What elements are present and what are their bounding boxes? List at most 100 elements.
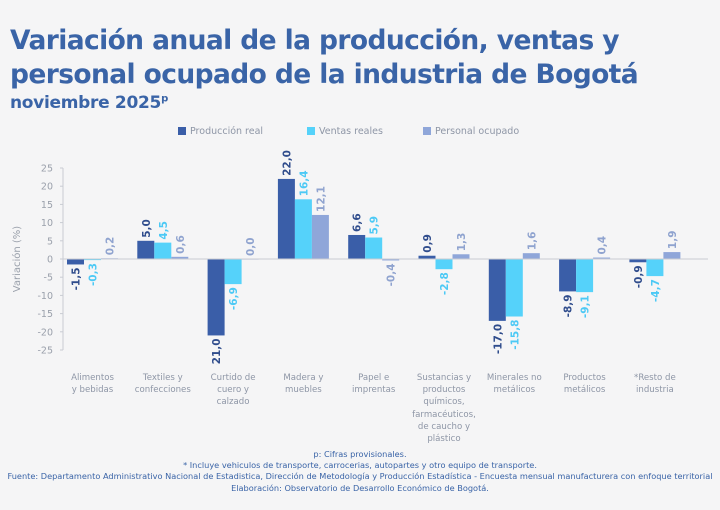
y-tick-label: 10 [41, 218, 53, 229]
x-tick-label-line: Curtido de [210, 373, 256, 383]
data-label: -15,8 [509, 320, 521, 350]
data-label: 16,4 [298, 170, 310, 196]
x-tick-label-line: confecciones [134, 385, 191, 396]
bar-ventas-reales [365, 237, 383, 259]
provisional-mark: p [161, 93, 168, 105]
data-label: -0,9 [633, 265, 645, 288]
data-label: 1,9 [667, 230, 679, 249]
data-label: -2,8 [439, 272, 451, 295]
data-label: -8,9 [563, 294, 575, 317]
bar-producción-real [67, 259, 84, 265]
data-label: 0,0 [245, 237, 257, 256]
x-tick-label-line: plástico [427, 434, 461, 445]
x-tick-label-line: Madera y [283, 373, 324, 383]
data-label: -9,1 [580, 295, 592, 318]
data-label: 22,0 [281, 150, 293, 176]
note-source: Fuente: Departamento Administrativo Naci… [7, 471, 713, 482]
x-tick-label: Sustancias y productos químicos, farmacéuti… [404, 372, 484, 445]
x-tick-label-line: Alimentos [71, 373, 114, 383]
subtitle-text: noviembre 2025 [10, 93, 162, 113]
y-tick-label: -20 [37, 327, 53, 338]
x-tick-label-line: *Resto de [634, 373, 676, 383]
bar-producción-real [207, 259, 225, 336]
bar-personal-ocupado [663, 252, 681, 259]
data-label: 12,1 [315, 186, 327, 212]
x-tick-label-line: Minerales no [486, 373, 542, 383]
legend-swatch [178, 127, 186, 135]
data-label: -21,0 [211, 338, 223, 365]
x-tick-label: Textiles y confecciones [123, 372, 203, 396]
y-axis: 25 20 15 10 5 0 -5 -10 -15 -20 -25 Variación (%) [11, 164, 64, 357]
note-provisional: p: Cifras provisionales. [313, 449, 407, 459]
bar-ventas-reales [154, 242, 172, 259]
x-tick-label-line: Papel e [358, 373, 390, 383]
data-label: 0,9 [422, 234, 434, 253]
y-tick-label: -25 [37, 346, 53, 357]
bar-ventas-reales [435, 259, 453, 270]
x-tick-label-line: metálicos [493, 385, 536, 396]
bar-producción-real [559, 259, 577, 292]
x-tick-label-line: Sustancias y [416, 373, 472, 383]
bar-personal-ocupado [171, 256, 189, 259]
bar-ventas-reales [505, 259, 523, 317]
data-label: -1,5 [71, 267, 83, 290]
data-label: -4,7 [650, 279, 662, 302]
x-tick-label: Alimentos y bebidas [53, 372, 133, 396]
data-label: 4,5 [158, 221, 170, 240]
y-tick-label: 20 [41, 182, 53, 193]
x-tick-label-line: productos [422, 385, 466, 396]
bar-producción-real [137, 240, 155, 259]
x-tick-label-line: Textiles y [142, 373, 183, 383]
x-tick-label-line: muebles [285, 385, 322, 396]
bar-producción-real [348, 234, 366, 259]
x-tick-label-line: y bebidas [71, 385, 114, 396]
chart-subtitle: noviembre 2025p [10, 93, 168, 113]
bar-personal-ocupado [452, 254, 470, 259]
legend-item-produccion: Producción real [178, 126, 263, 137]
bars [63, 178, 708, 336]
x-tick-label: Minerales no metálicos [474, 372, 554, 396]
bar-producción-real [418, 255, 436, 259]
bar-ventas-reales [576, 259, 594, 293]
data-label: -17,0 [492, 324, 504, 354]
legend-swatch [423, 127, 431, 135]
data-label: -6,9 [228, 287, 240, 310]
legend-item-ventas: Ventas reales [307, 126, 383, 137]
note-elaboration: Elaboración: Observatorio de Desarrollo … [231, 482, 489, 493]
data-label: 5,0 [141, 219, 153, 238]
bar-chart: 25 20 15 10 5 0 -5 -10 -15 -20 -25 Variación (%) -1… [11, 150, 708, 365]
data-label: -0,3 [88, 263, 100, 286]
bar-ventas-reales [646, 259, 664, 277]
y-tick-label: 15 [41, 200, 53, 211]
data-label: 6,6 [352, 213, 364, 232]
bar-personal-ocupado [593, 257, 611, 259]
x-tick-label: *Resto de industria [615, 372, 695, 396]
x-tick-label: Productos metálicos [545, 372, 625, 396]
legend-item-personal: Personal ocupado [423, 126, 519, 137]
y-tick-label: -5 [44, 273, 53, 284]
legend-label: Ventas reales [319, 126, 383, 137]
x-tick-label-line: imprentas [351, 385, 396, 396]
y-tick-label: 25 [41, 164, 53, 175]
data-label: 0,2 [105, 237, 117, 256]
data-label: -0,4 [386, 263, 398, 286]
footnotes: p: Cifras provisionales. * Incluye vehic… [0, 449, 720, 494]
data-label: 0,6 [175, 235, 187, 254]
bar-personal-ocupado [522, 253, 540, 259]
bar-personal-ocupado [382, 259, 400, 261]
y-axis-title: Variación (%) [11, 226, 23, 293]
y-tick-label: -15 [37, 309, 53, 320]
bar-producción-real [277, 178, 295, 259]
x-tick-label-line: químicos, [423, 397, 465, 408]
legend-swatch [307, 127, 315, 135]
data-labels: -1,5 -0,3 0,2 5,0 4,5 0,6 -21,0 -6,9 0,0 22,0 16,4… [71, 150, 679, 365]
bar-producción-real [488, 259, 506, 321]
x-tick-label: Curtido de cuero y calzado [193, 372, 273, 409]
bar-ventas-reales [84, 259, 101, 261]
x-tick-label: Madera y muebles [263, 372, 343, 396]
x-tick-label-line: industria [636, 385, 674, 396]
bar-ventas-reales [294, 199, 312, 259]
chart-title: Variación anual de la producción, ventas… [10, 25, 639, 90]
data-label: 0,4 [597, 236, 609, 255]
note-resto-industria: * Incluye vehiculos de transporte, carro… [183, 460, 537, 471]
